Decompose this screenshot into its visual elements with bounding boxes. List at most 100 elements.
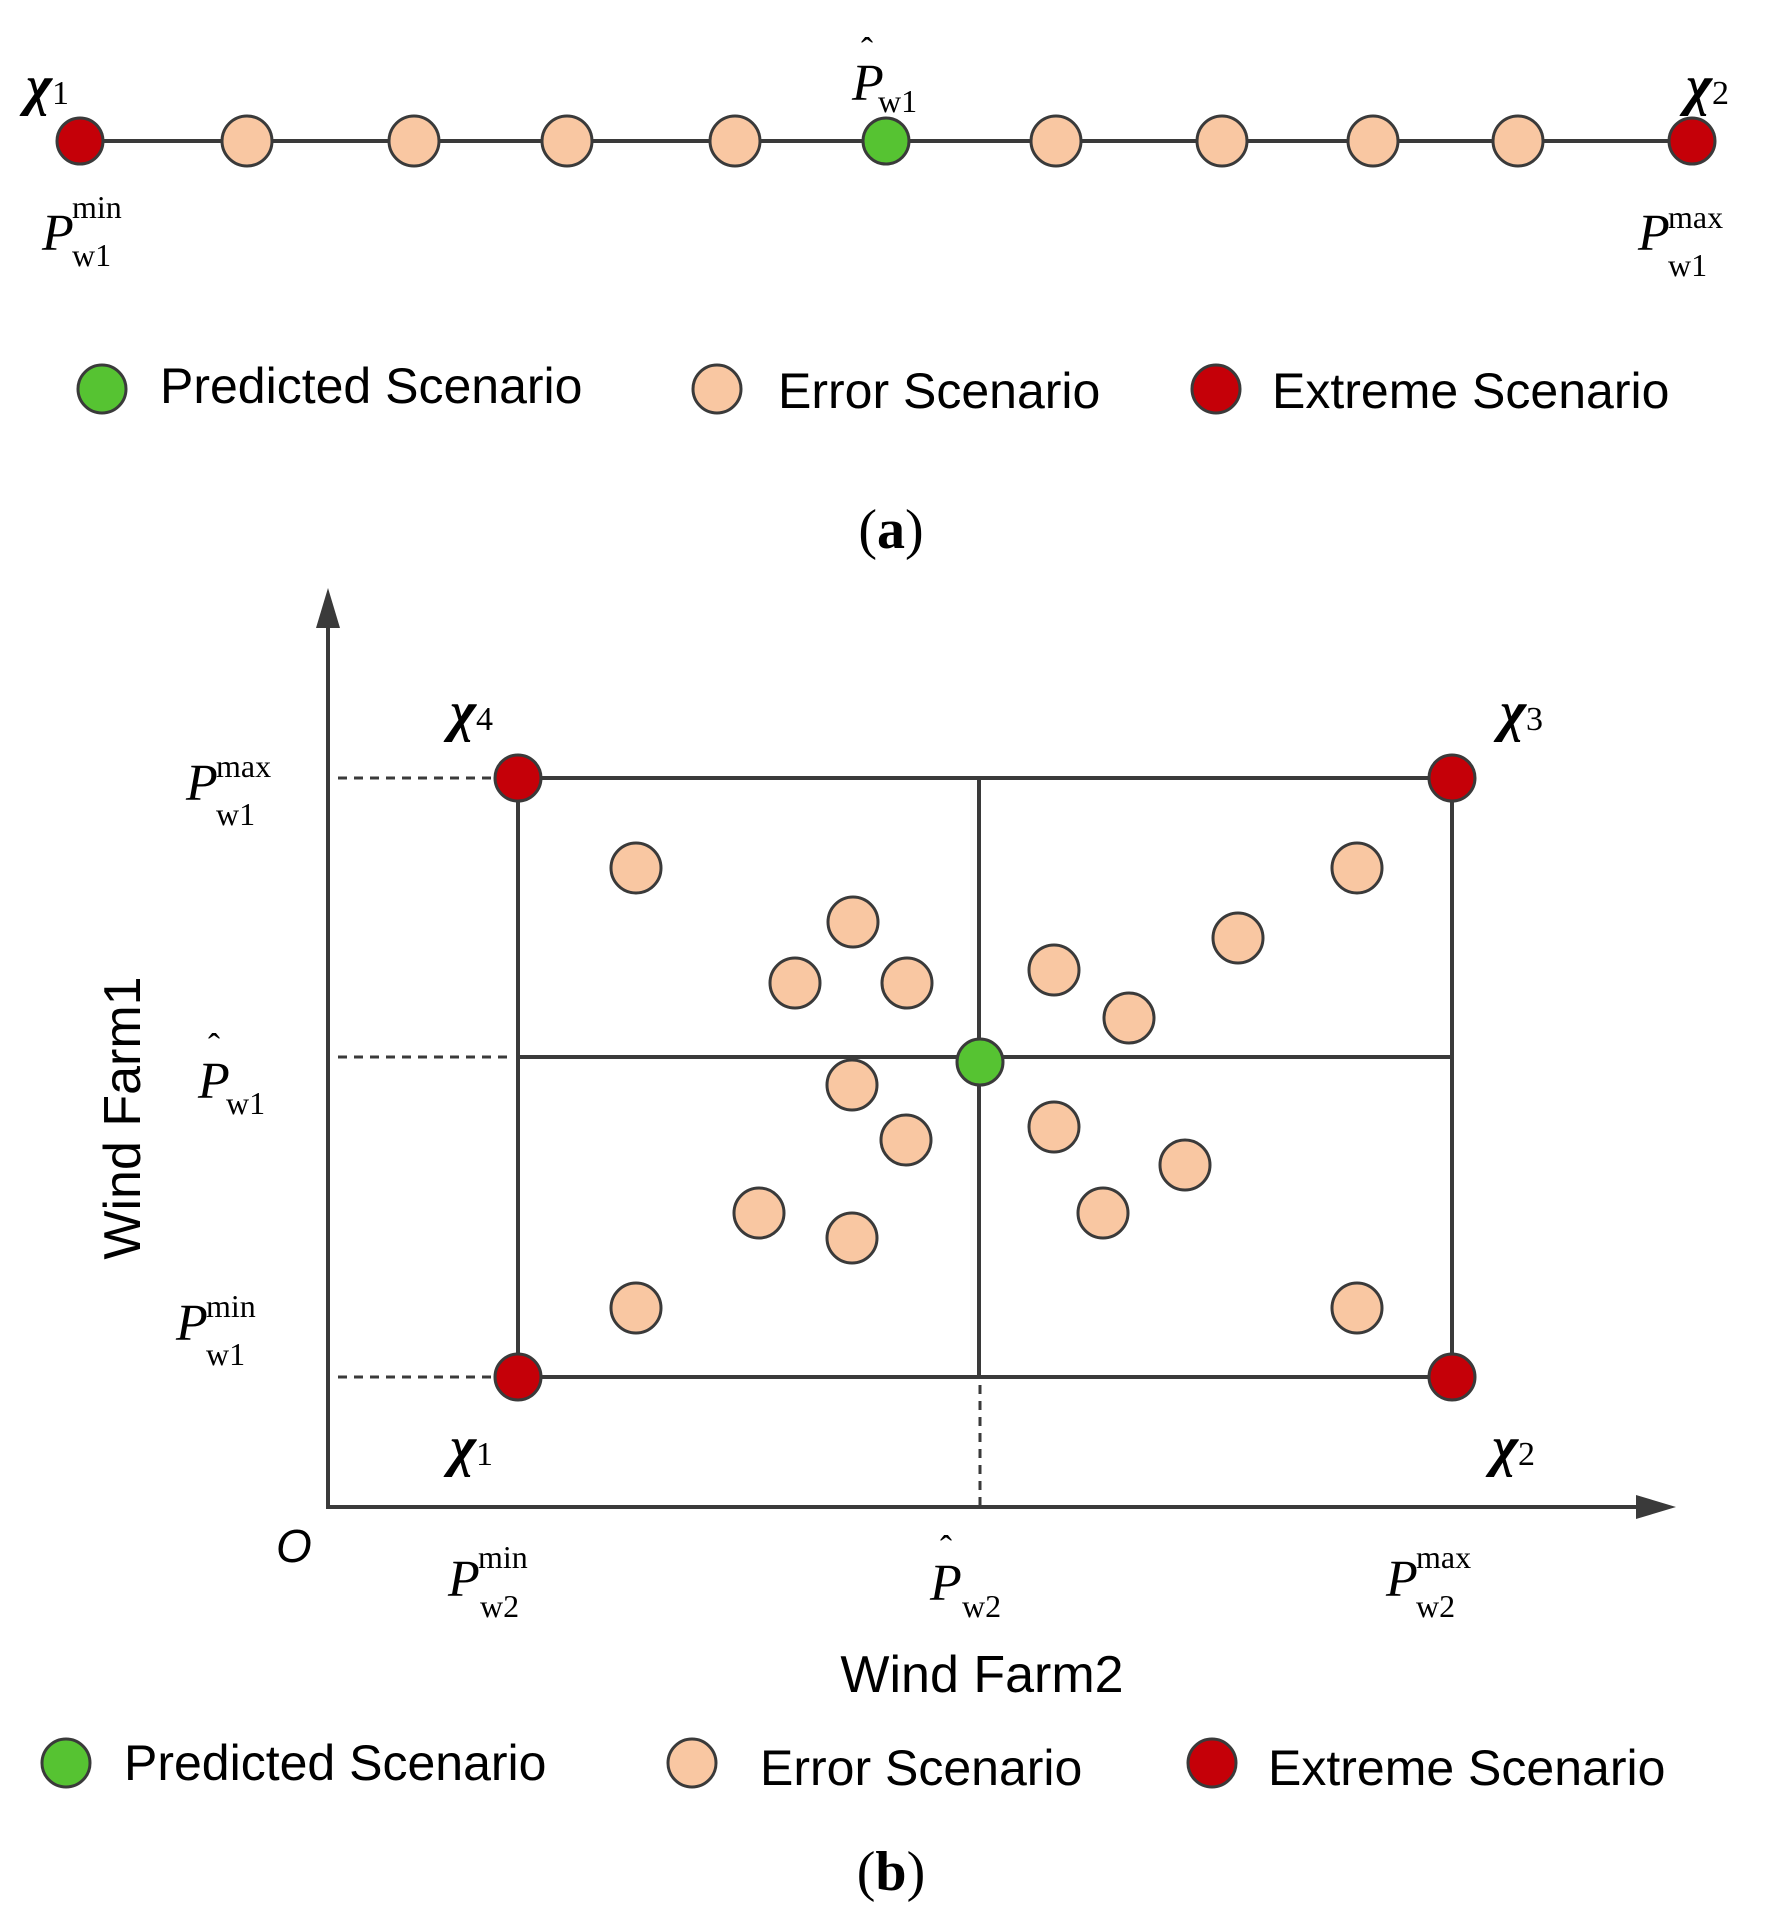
extreme-scenario-point-chi-4: [493, 753, 543, 803]
svg-text:w2: w2: [480, 1588, 519, 1624]
y-tick-phat: P ˆ w1: [197, 1026, 265, 1121]
svg-text:w1: w1: [878, 83, 917, 119]
chi-1-label-b: χ1: [443, 1416, 493, 1478]
legend-a: Predicted Scenario Error Scenario Extrem…: [76, 358, 1669, 419]
svg-text:w1: w1: [206, 1336, 245, 1372]
legend-extreme-label: Extreme Scenario: [1272, 363, 1669, 419]
legend-predicted-label-b: Predicted Scenario: [124, 1735, 546, 1791]
y-axis-arrowhead: [316, 588, 340, 628]
p-min-label: P min w1: [41, 189, 122, 273]
error-scenario-point: [609, 841, 663, 895]
y-tick-pmin: P min w1: [175, 1288, 256, 1372]
x-tick-pmin: P min w2: [447, 1539, 528, 1624]
svg-text:min: min: [206, 1288, 256, 1324]
legend-error-swatch: [691, 363, 743, 415]
svg-text:ˆ: ˆ: [940, 1528, 952, 1568]
svg-text:P: P: [197, 1053, 230, 1110]
error-scenario-point: [1195, 114, 1249, 168]
error-scenario-point: [1211, 911, 1265, 965]
chi-2-label-b: χ2: [1485, 1416, 1535, 1478]
svg-text:max: max: [1668, 199, 1723, 235]
error-scenario-point: [768, 956, 822, 1010]
legend-extreme-label-b: Extreme Scenario: [1268, 1740, 1665, 1796]
chi-1-label: χ1: [19, 55, 69, 117]
panel-a: χ1 χ2 P ˆ w1 P min w1 P max w1 Predicted…: [19, 30, 1729, 561]
scenario-box: [516, 776, 1454, 1379]
svg-text:ˆ: ˆ: [208, 1026, 220, 1066]
legend-predicted-swatch-b: [40, 1737, 92, 1789]
error-scenario-point: [387, 114, 441, 168]
x-axis-arrowhead: [1636, 1495, 1676, 1519]
legend-b: Predicted Scenario Error Scenario Extrem…: [40, 1735, 1665, 1796]
svg-text:ˆ: ˆ: [861, 30, 873, 70]
error-scenario-point: [609, 1281, 663, 1335]
predicted-scenario-point: [861, 116, 911, 166]
legend-extreme-swatch: [1190, 363, 1242, 415]
svg-text:P: P: [1637, 205, 1670, 262]
svg-text:min: min: [72, 189, 122, 225]
error-scenario-point: [1029, 114, 1083, 168]
svg-text:w1: w1: [216, 796, 255, 832]
error-scenario-point: [1330, 1281, 1384, 1335]
error-scenario-point: [540, 114, 594, 168]
error-scenario-point: [708, 114, 762, 168]
chi-4-label: χ4: [443, 681, 493, 743]
predicted-p-label: P ˆ w1: [851, 30, 917, 119]
svg-text:P: P: [41, 205, 74, 262]
extreme-scenario-point: [1667, 116, 1717, 166]
svg-text:P: P: [1385, 1551, 1418, 1608]
svg-text:P: P: [175, 1295, 208, 1352]
scenario-points: [55, 114, 1717, 168]
svg-text:w2: w2: [962, 1588, 1001, 1624]
error-scenario-point: [1076, 1186, 1130, 1240]
chi-3-label: χ3: [1493, 681, 1543, 743]
p-max-label: P max w1: [1637, 199, 1723, 283]
error-scenario-point: [880, 956, 934, 1010]
svg-text:P: P: [851, 55, 884, 112]
x-axis-title: Wind Farm2: [840, 1646, 1123, 1704]
legend-predicted-label: Predicted Scenario: [160, 358, 582, 414]
legend-error-label: Error Scenario: [778, 363, 1100, 419]
error-scenario-point: [1102, 991, 1156, 1045]
x-tick-phat: P ˆ w2: [929, 1528, 1001, 1624]
extreme-scenario-point-chi-3: [1427, 753, 1477, 803]
extreme-scenario-point: [55, 116, 105, 166]
svg-text:min: min: [478, 1539, 528, 1575]
error-scenario-point: [1158, 1138, 1212, 1192]
caption-a: (a): [858, 499, 923, 561]
caption-b: (b): [857, 1841, 925, 1903]
x-tick-pmax: P max w2: [1385, 1539, 1471, 1624]
svg-text:w1: w1: [72, 237, 111, 273]
error-scenario-point: [825, 1211, 879, 1265]
y-tick-pmax: P max w1: [185, 748, 271, 832]
svg-text:P: P: [447, 1551, 480, 1608]
origin-label: O: [276, 1520, 312, 1572]
legend-predicted-swatch: [76, 363, 128, 415]
y-axis-title: Wind Farm1: [94, 976, 152, 1259]
error-scenario-point: [1027, 943, 1081, 997]
svg-text:max: max: [1416, 1539, 1471, 1575]
svg-text:w1: w1: [1668, 247, 1707, 283]
svg-text:w2: w2: [1416, 1588, 1455, 1624]
legend-extreme-swatch-b: [1186, 1737, 1238, 1789]
error-scenario-point: [1346, 114, 1400, 168]
predicted-scenario-point: [955, 1037, 1005, 1087]
extreme-scenario-point-chi-2: [1427, 1352, 1477, 1402]
error-scenario-point: [220, 114, 274, 168]
svg-text:max: max: [216, 748, 271, 784]
error-scenario-point: [1491, 114, 1545, 168]
panel-b: χ4 χ3 χ1 χ2 P max w1 P ˆ w1 P min w1 O P…: [40, 588, 1676, 1903]
legend-error-label-b: Error Scenario: [760, 1740, 1082, 1796]
extreme-scenario-point-chi-1: [493, 1352, 543, 1402]
legend-error-swatch-b: [666, 1737, 718, 1789]
error-scenario-point: [1330, 841, 1384, 895]
error-scenario-point: [879, 1113, 933, 1167]
error-scenario-point: [732, 1186, 786, 1240]
chi-2-label: χ2: [1679, 55, 1729, 117]
svg-text:P: P: [185, 755, 218, 812]
error-scenario-point: [826, 895, 880, 949]
scenario-points-2d: [493, 753, 1477, 1402]
error-scenario-point: [1027, 1100, 1081, 1154]
svg-text:w1: w1: [226, 1085, 265, 1121]
